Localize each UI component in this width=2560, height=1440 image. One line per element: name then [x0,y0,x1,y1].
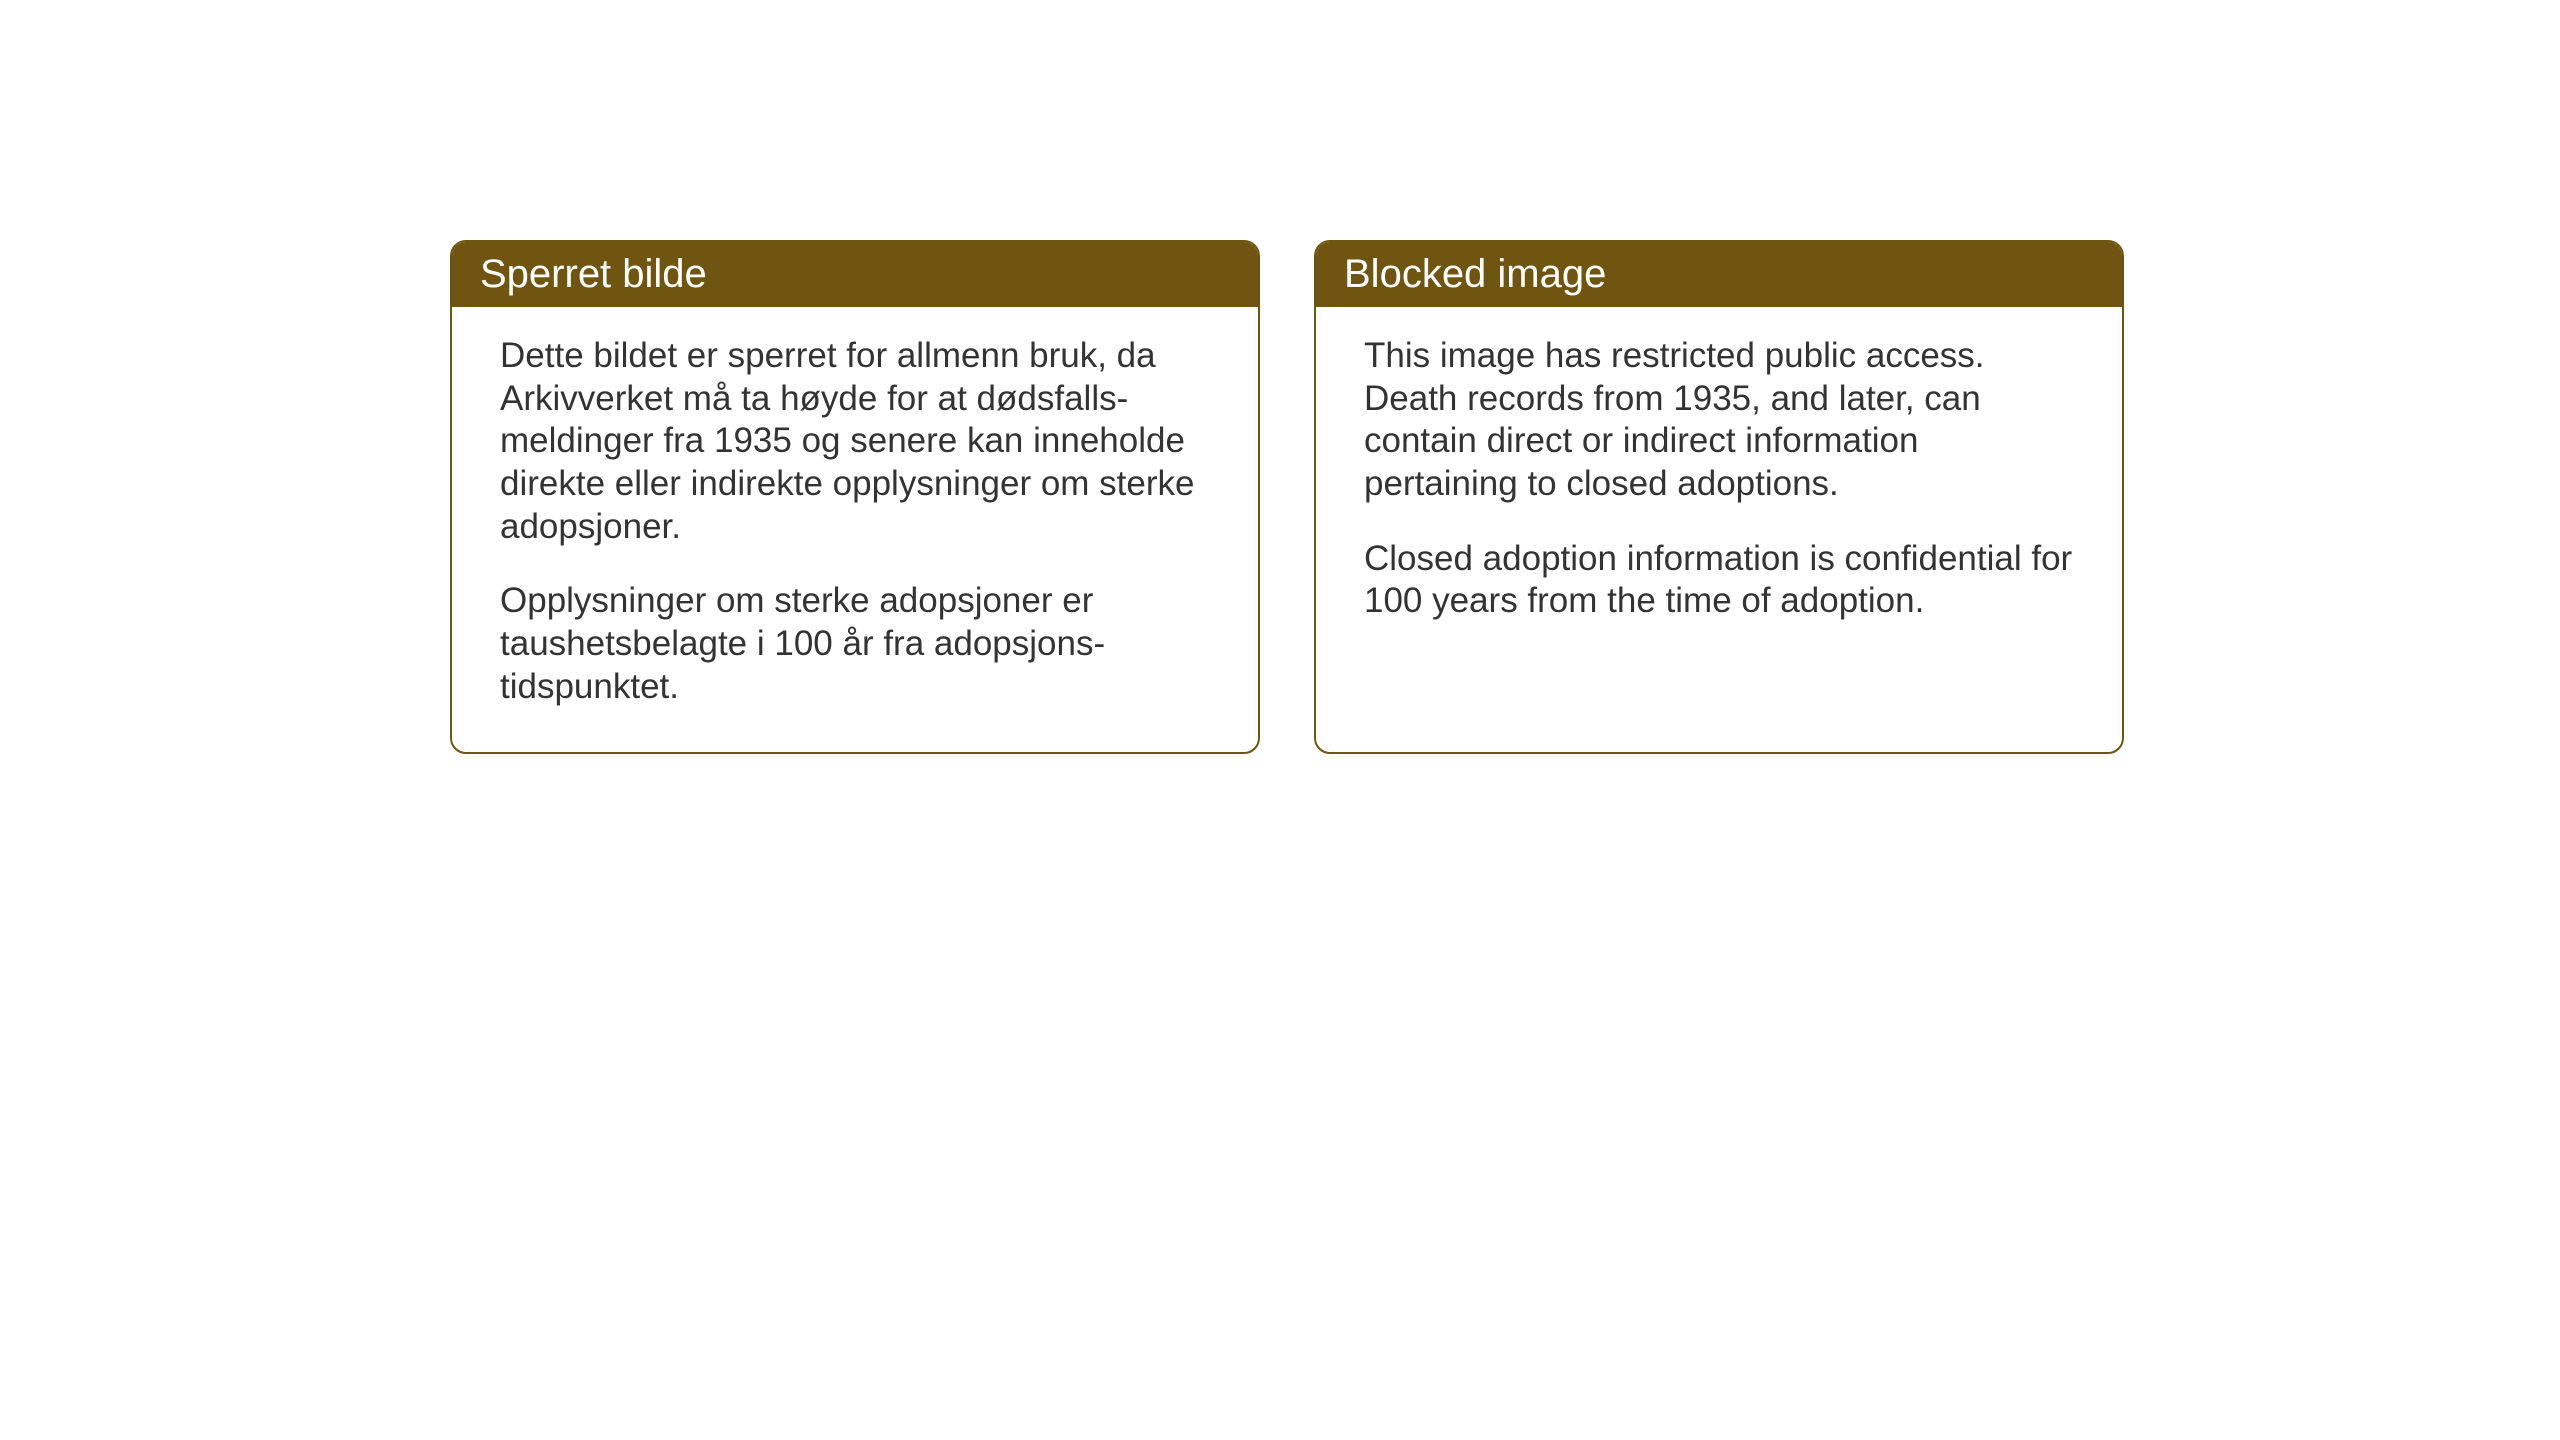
notice-box-norwegian: Sperret bilde Dette bildet er sperret fo… [450,240,1260,754]
notice-paragraph1-english: This image has restricted public access.… [1364,335,2074,506]
notice-header-english: Blocked image [1316,242,2122,307]
notice-box-english: Blocked image This image has restricted … [1314,240,2124,754]
notice-header-norwegian: Sperret bilde [452,242,1258,307]
notice-title-norwegian: Sperret bilde [480,252,707,296]
notice-container: Sperret bilde Dette bildet er sperret fo… [450,240,2124,754]
notice-paragraph1-norwegian: Dette bildet er sperret for allmenn bruk… [500,335,1210,548]
notice-paragraph2-norwegian: Opplysninger om sterke adopsjoner er tau… [500,580,1210,708]
notice-body-norwegian: Dette bildet er sperret for allmenn bruk… [452,307,1258,751]
notice-paragraph2-english: Closed adoption information is confident… [1364,538,2074,623]
notice-title-english: Blocked image [1344,252,1606,296]
notice-body-english: This image has restricted public access.… [1316,307,2122,665]
